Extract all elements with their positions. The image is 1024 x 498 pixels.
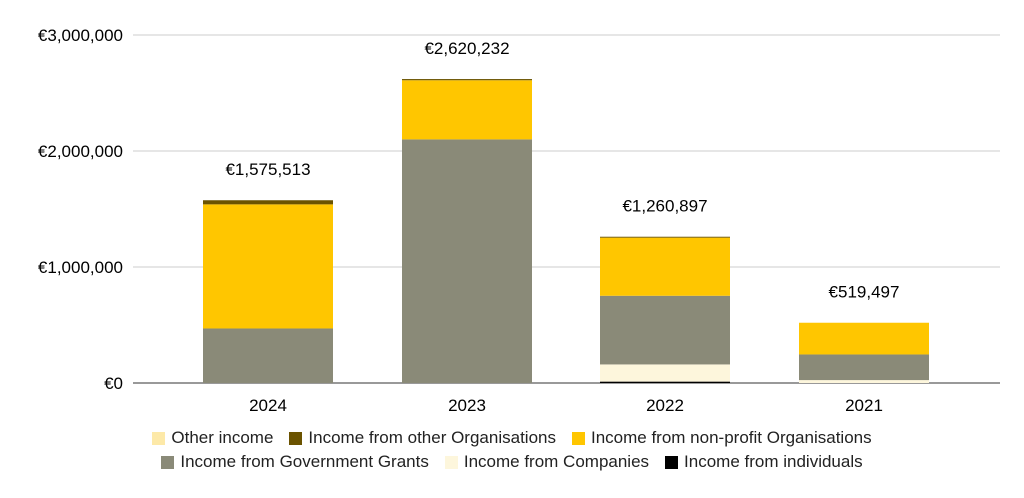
bar-segment	[402, 79, 532, 81]
x-tick-label: 2021	[845, 396, 883, 415]
legend-label: Income from non-profit Organisations	[590, 428, 872, 447]
legend-item: Income from Companies	[444, 452, 650, 472]
bar-segment	[600, 381, 730, 383]
legend-item: Income from other Organisations	[289, 428, 556, 448]
legend-row: Income from Government Grants Income from…	[0, 452, 1024, 472]
legend-label: Other income	[171, 428, 274, 447]
y-tick-label: €1,000,000	[38, 258, 123, 277]
legend-swatch	[161, 455, 175, 469]
legend-swatch	[444, 455, 458, 469]
legend-label: Income from Companies	[463, 452, 650, 471]
bar-segment	[203, 200, 333, 205]
x-tick-label: 2024	[249, 396, 287, 415]
legend-swatch	[289, 431, 303, 445]
bar-segment	[600, 237, 730, 296]
bar-segment	[402, 80, 532, 140]
legend-item: Income from non-profit Organisations	[571, 428, 872, 448]
legend-label: Income from individuals	[684, 452, 863, 471]
y-tick-label: €0	[104, 374, 123, 393]
legend-item: Income from individuals	[665, 452, 863, 472]
legend-row: Other income Income from other Organisati…	[0, 428, 1024, 448]
bar-segment	[600, 364, 730, 382]
bar-segment	[600, 236, 730, 238]
legend-swatch	[665, 455, 679, 469]
bar-segment	[799, 322, 929, 355]
legend-label: Income from other Organisations	[308, 428, 556, 447]
bar-segment	[799, 354, 929, 381]
bar-segment	[799, 380, 929, 383]
bar-segment	[203, 328, 333, 383]
bar-total-label: €519,497	[829, 283, 900, 302]
bar-segment	[402, 139, 532, 383]
y-tick-label: €2,000,000	[38, 142, 123, 161]
legend-label: Income from Government Grants	[180, 452, 429, 471]
x-tick-label: 2022	[646, 396, 684, 415]
chart-plot: €0 €1,000,000 €2,000,000 €3,000,000 €1,575,5…	[38, 26, 1000, 415]
legend-swatch	[152, 431, 166, 445]
legend-swatch	[571, 431, 585, 445]
bar-total-label: €1,575,513	[225, 160, 310, 179]
bar-segment	[600, 295, 730, 365]
x-tick-label: 2023	[448, 396, 486, 415]
bar-total-label: €2,620,232	[424, 39, 509, 58]
legend-item: Income from Government Grants	[161, 452, 429, 472]
bar-segment	[203, 204, 333, 329]
y-tick-label: €3,000,000	[38, 26, 123, 45]
legend-item: Other income	[152, 428, 273, 448]
bar-total-label: €1,260,897	[622, 197, 707, 216]
